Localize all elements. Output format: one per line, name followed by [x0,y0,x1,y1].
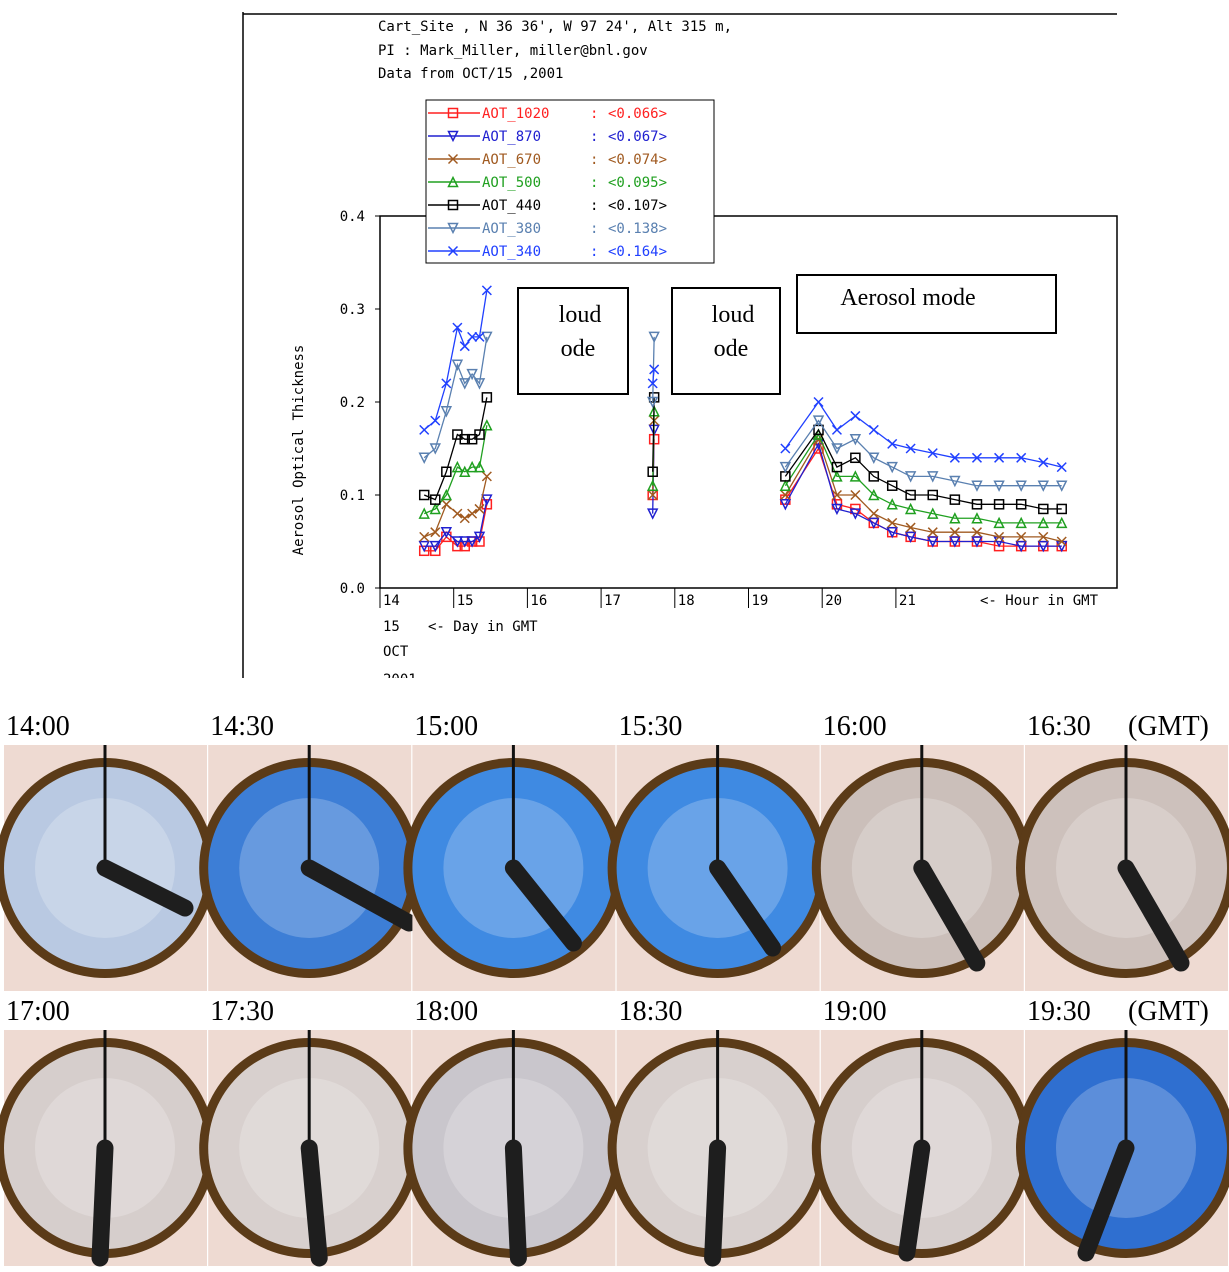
marker [420,532,429,541]
marker [781,444,790,453]
time-label: 14:30 [210,711,274,742]
legend-label: AOT_340 [482,244,541,260]
legend-mean: <0.107> [608,198,667,214]
marker [431,528,440,537]
legend-separator: : [590,175,598,191]
y-tick-label: 0.3 [340,302,365,318]
series-line [424,411,1062,523]
legend-separator: : [590,198,598,214]
legend-separator: : [590,221,598,237]
shadow-arm [513,1148,518,1258]
gmt-label: (GMT) [1128,996,1209,1027]
marker [1057,463,1066,472]
y-tick-label: 0.2 [340,395,365,411]
legend-mean: <0.067> [608,129,667,145]
time-label: 19:30 [1027,996,1091,1027]
x-tick-label: 20 [825,593,842,609]
time-label: 15:30 [619,711,683,742]
legend-separator: : [590,106,598,122]
y-tick-label: 0.4 [340,209,365,225]
year-label: 2001 [383,672,417,688]
x-tick-label: 15 [457,593,474,609]
month-label: OCT [383,644,409,660]
header-line: PI : Mark_Miller, miller@bnl.gov [378,43,648,59]
legend-mean: <0.138> [608,221,667,237]
time-label: 15:00 [414,711,478,742]
legend-label: AOT_1020 [482,106,549,122]
series-line [424,397,1062,509]
marker [888,439,897,448]
marker [888,518,897,527]
legend-label: AOT_870 [482,129,541,145]
plot-area: 0.0 0.1 0.2 0.3 0.4 14 15 16 17 18 19 20 21 [340,209,1067,609]
header-line: Data from OCT/15 ,2001 [378,66,563,82]
annotation: Aerosol mode [840,285,975,311]
shadow-arm [100,1148,105,1258]
legend-label: AOT_670 [482,152,541,168]
time-label: 16:30 [1027,711,1091,742]
legend-label: AOT_380 [482,221,541,237]
legend-mean: <0.095> [608,175,667,191]
legend-separator: : [590,129,598,145]
marker [442,500,451,509]
day-label: 15 [383,619,400,635]
time-label: 17:30 [210,996,274,1027]
marker [869,509,878,518]
marker [851,411,860,420]
y-axis-label: Aerosol Optical Thickness [291,345,307,556]
annotation: ode [714,336,749,362]
series-line [424,430,1062,546]
series-line [424,439,1062,551]
legend-mean: <0.074> [608,152,667,168]
chart: Cart_Site , N 36 36', W 97 24', Alt 315 … [243,12,1117,688]
time-label: 19:00 [823,996,887,1027]
legend-label: AOT_440 [482,198,541,214]
time-label: 16:00 [823,711,887,742]
x-tick-label: 19 [752,593,769,609]
legend-label: AOT_500 [482,175,541,191]
marker [460,342,469,351]
x-tick-label: 18 [678,593,695,609]
legend-mean: <0.164> [608,244,667,260]
marker [832,425,841,434]
marker [482,472,491,481]
marker [814,398,823,407]
legend-separator: : [590,152,598,168]
x-tick-label: 21 [899,593,916,609]
shadow-arm [309,1148,319,1258]
marker [431,416,440,425]
sky-camera-panels: 14:00 14:30 15:00 15:30 16:00 16:30 (GMT) 17:00… [0,711,1229,1266]
annotation: loud [712,302,755,328]
legend-mean: <0.066> [608,106,667,122]
page: {"chart_data": { "type": "line", "header… [0,0,1229,1272]
legend-separator: : [590,244,598,260]
annotation: ode [561,336,596,362]
time-label: 14:00 [6,711,70,742]
marker [420,425,429,434]
day-axis-label: <- Day in GMT [428,619,538,635]
marker [869,425,878,434]
time-label: 17:00 [6,996,70,1027]
time-label: 18:30 [619,996,683,1027]
gmt-label: (GMT) [1128,711,1209,742]
y-tick-label: 0.1 [340,488,365,504]
x-axis-label: <- Hour in GMT [980,593,1099,609]
figure: Cart_Site , N 36 36', W 97 24', Alt 315 … [0,0,1229,1272]
header-line: Cart_Site , N 36 36', W 97 24', Alt 315 … [378,19,732,35]
time-label: 18:00 [414,996,478,1027]
shadow-arm [713,1148,718,1258]
x-tick-label: 17 [604,593,621,609]
y-tick-label: 0.0 [340,581,365,597]
x-tick-label: 14 [383,593,400,609]
x-tick-label: 16 [530,593,547,609]
series-line [424,421,1062,542]
annotation: loud [559,302,602,328]
